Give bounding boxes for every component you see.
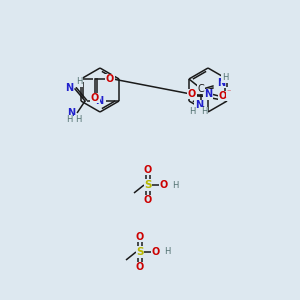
Text: O: O (106, 74, 114, 84)
Text: S: S (144, 180, 152, 190)
Text: N: N (95, 96, 103, 106)
Text: C: C (198, 84, 204, 94)
Text: N: N (217, 78, 225, 88)
Text: O: O (144, 165, 152, 175)
Text: S: S (136, 247, 144, 257)
Text: H: H (75, 116, 81, 124)
Text: H: H (201, 107, 207, 116)
Text: H: H (66, 116, 72, 124)
Text: N: N (195, 100, 203, 110)
Text: O: O (91, 93, 99, 103)
Text: N: N (204, 89, 212, 99)
Text: O: O (188, 89, 196, 99)
Text: ⁻: ⁻ (227, 88, 231, 97)
Text: O: O (144, 195, 152, 205)
Text: H: H (222, 74, 228, 82)
Text: O: O (136, 262, 144, 272)
Text: N: N (67, 108, 75, 118)
Text: H: H (164, 248, 170, 256)
Text: O: O (152, 247, 160, 257)
Text: H: H (76, 77, 82, 86)
Text: H: H (172, 181, 178, 190)
Text: O: O (136, 232, 144, 242)
Text: H: H (189, 107, 195, 116)
Text: N: N (65, 83, 73, 93)
Text: O: O (219, 91, 227, 101)
Text: O: O (160, 180, 168, 190)
